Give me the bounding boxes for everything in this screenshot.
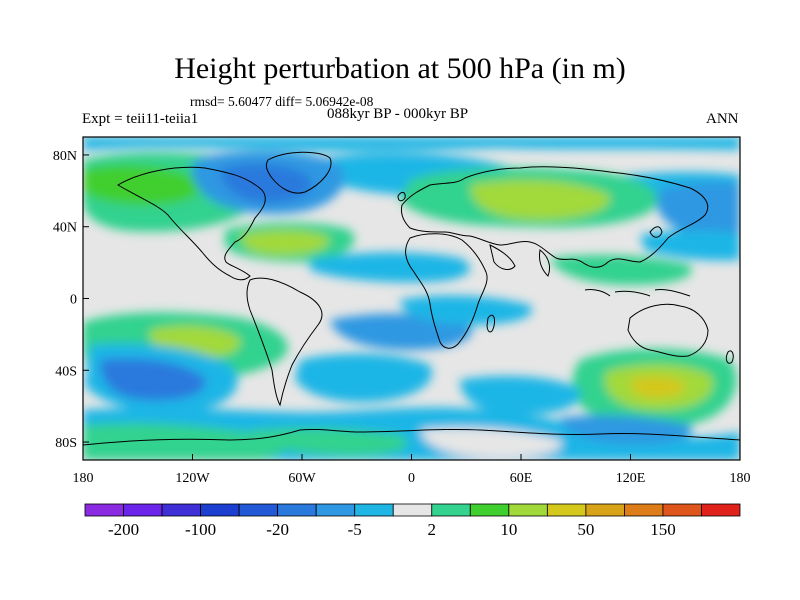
x-tick-label: 0: [408, 471, 415, 486]
x-tick-label: 180: [73, 471, 94, 486]
x-tick-label: 120W: [175, 471, 210, 486]
experiment-label: Expt = teii11-teiia1: [82, 111, 199, 127]
period-label: 088kyr BP - 000kyr BP: [327, 106, 469, 122]
colorbar-swatch: [662, 503, 702, 517]
colorbar-swatch: [508, 503, 548, 517]
colorbar-label: 150: [650, 520, 676, 539]
colorbar-label: -200: [108, 520, 139, 539]
chart-title: Height perturbation at 500 hPa (in m): [174, 52, 626, 85]
colorbar-swatch: [238, 503, 279, 517]
x-tick-label: 180: [730, 471, 751, 486]
x-tick-label: 60W: [288, 471, 316, 486]
y-tick-label: 40S: [55, 364, 77, 379]
y-tick-label: 80S: [55, 436, 77, 451]
colorbar-label: 10: [500, 520, 517, 539]
y-tick-label: 40N: [53, 221, 77, 236]
y-tick-label: 0: [70, 293, 77, 308]
y-tick-label: 80N: [53, 149, 77, 164]
colorbar-swatch: [123, 503, 163, 517]
colorbar-swatch: [585, 503, 625, 517]
season-label: ANN: [706, 111, 739, 127]
x-tick-label: 120E: [616, 471, 646, 486]
colorbar-label: -20: [266, 520, 289, 539]
colorbar-swatch: [161, 503, 201, 517]
colorbar-swatch: [624, 503, 664, 517]
x-tick-label: 60E: [510, 471, 533, 486]
colorbar-swatch: [354, 503, 394, 517]
colorbar-label: -5: [348, 520, 362, 539]
colorbar-swatch: [546, 503, 587, 517]
colorbar-swatch: [701, 503, 741, 517]
colorbar-swatch: [84, 503, 124, 517]
colorbar-swatch: [200, 503, 240, 517]
colorbar-swatch: [315, 503, 356, 517]
colorbar-label: -100: [185, 520, 216, 539]
coastlines: [83, 151, 740, 446]
colorbar: -200 -100 -20 -5 2 10 50 150: [84, 503, 741, 539]
colorbar-label: 2: [428, 520, 437, 539]
colorbar-swatch: [277, 503, 317, 517]
rmsd-diff-stats: rmsd= 5.60477 diff= 5.06942e-08: [190, 94, 374, 109]
colorbar-swatch: [431, 503, 471, 517]
colorbar-swatch: [392, 503, 433, 517]
colorbar-label: 50: [577, 520, 594, 539]
axis-ticks: 80N 40N 0 40S 80S 180 120W 60W 0 60E 120E 180: [53, 149, 751, 486]
contour-field: [83, 137, 740, 460]
colorbar-swatch: [469, 503, 510, 517]
